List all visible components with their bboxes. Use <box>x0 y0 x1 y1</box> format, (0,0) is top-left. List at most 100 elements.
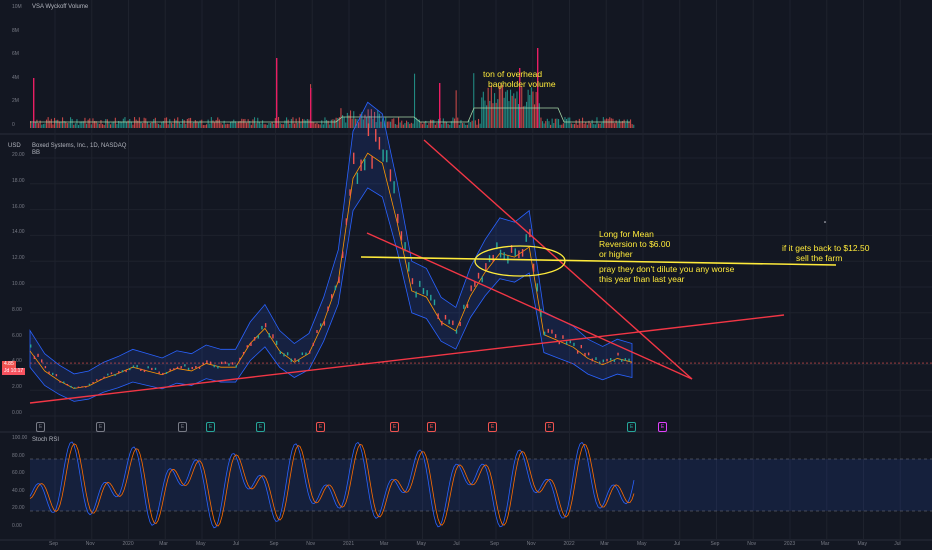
trendline <box>360 256 837 266</box>
volume-bar <box>231 121 233 128</box>
volume-bar <box>190 117 192 128</box>
volume-bar <box>266 124 268 128</box>
x-axis-tick-label: Jul <box>232 541 240 547</box>
earnings-event-marker[interactable]: E <box>256 422 265 432</box>
price-candle <box>173 368 175 371</box>
x-axis-tick-label: Mar <box>379 541 389 547</box>
volume-bar <box>574 124 576 128</box>
volume-bar <box>52 124 54 128</box>
volume-bar <box>204 124 206 128</box>
volume-bar <box>346 112 348 128</box>
volume-bar <box>622 121 624 128</box>
price-pane-title: Boxed Systems, Inc., 1D, NASDAQ <box>32 143 127 149</box>
volume-bar <box>606 118 608 128</box>
volume-bar <box>481 97 483 128</box>
volume-bar <box>265 124 267 128</box>
volume-bar <box>273 123 275 128</box>
price-candle <box>499 249 502 258</box>
volume-bar <box>298 117 300 128</box>
volume-bar <box>399 122 401 128</box>
earnings-event-marker[interactable]: E <box>316 422 325 432</box>
price-candle <box>136 365 138 368</box>
earnings-event-marker[interactable]: E <box>178 422 187 432</box>
volume-bar <box>287 119 289 128</box>
volume-bar <box>274 118 276 128</box>
volume-bar <box>146 121 148 128</box>
volume-bar <box>417 119 419 128</box>
earnings-event-marker[interactable]: E <box>427 422 436 432</box>
price-candle <box>602 359 605 362</box>
rsi-tick-label: 0.00 <box>12 522 22 529</box>
volume-bar <box>188 118 190 128</box>
volume-bar <box>378 113 380 128</box>
volume-bar <box>300 122 302 128</box>
earnings-event-marker[interactable]: E <box>545 422 554 432</box>
volume-bar <box>513 93 515 128</box>
price-candle <box>154 367 157 370</box>
volume-annotation-line2: bagholder volume <box>488 79 556 89</box>
x-axis-tick-label: 2020 <box>122 541 134 547</box>
volume-bar <box>126 121 128 128</box>
price-candle <box>609 358 612 361</box>
price-candle <box>371 156 373 169</box>
volume-bar <box>558 119 560 128</box>
earnings-event-marker[interactable]: E <box>36 422 45 432</box>
volume-bar <box>418 119 420 128</box>
volume-bar <box>386 121 388 128</box>
volume-bar <box>471 120 473 128</box>
price-tick-label: 20.00 <box>12 152 25 158</box>
earnings-event-marker[interactable]: E <box>96 422 105 432</box>
earnings-event-marker[interactable]: E <box>206 422 215 432</box>
volume-bar <box>364 114 366 128</box>
price-candle <box>305 352 307 356</box>
volume-bar <box>626 119 628 128</box>
target-line2: sell the farm <box>796 253 843 263</box>
volume-bar <box>548 121 550 128</box>
volume-bar <box>354 118 356 128</box>
volume-bar <box>170 122 172 128</box>
price-candle <box>356 172 359 184</box>
volume-bar <box>508 101 510 128</box>
earnings-event-marker[interactable]: E <box>658 422 667 432</box>
volume-bar <box>580 122 582 128</box>
price-candle <box>503 252 505 261</box>
price-candle <box>279 350 282 355</box>
price-candle <box>250 342 252 346</box>
volume-bar <box>122 118 124 128</box>
price-tick-label: 8.00 <box>12 306 22 313</box>
volume-bar <box>609 117 611 128</box>
earnings-event-marker[interactable]: E <box>390 422 399 432</box>
price-candle <box>257 335 259 339</box>
price-tick-label: 4.00 <box>12 358 22 365</box>
price-candle <box>286 352 289 356</box>
volume-ma-line <box>30 107 630 123</box>
volume-spike <box>537 48 539 128</box>
volume-bar <box>578 118 580 128</box>
price-candle <box>433 299 436 306</box>
volume-bar <box>46 119 48 128</box>
volume-bar <box>193 122 195 128</box>
stoch-rsi-d-line <box>29 443 635 527</box>
volume-bar <box>452 117 454 128</box>
volume-bar <box>375 122 377 128</box>
volume-bar <box>148 124 150 128</box>
volume-bar <box>633 124 635 128</box>
volume-bar <box>628 122 630 128</box>
volume-bar <box>308 119 310 128</box>
price-candle <box>338 276 340 284</box>
volume-bar <box>532 91 534 128</box>
price-candle <box>624 358 627 361</box>
volume-bar <box>178 122 180 128</box>
volume-bar <box>462 123 464 128</box>
volume-bar <box>426 124 428 128</box>
price-candle <box>103 376 105 379</box>
last-price-tag: 4.85 <box>2 361 16 368</box>
volume-bar <box>60 121 62 128</box>
volume-bar <box>84 117 86 128</box>
price-candle <box>52 372 54 375</box>
price-candle <box>143 369 146 373</box>
volume-bar <box>474 120 476 128</box>
earnings-event-marker[interactable]: E <box>488 422 497 432</box>
earnings-event-marker[interactable]: E <box>627 422 636 432</box>
volume-bar <box>86 123 88 128</box>
